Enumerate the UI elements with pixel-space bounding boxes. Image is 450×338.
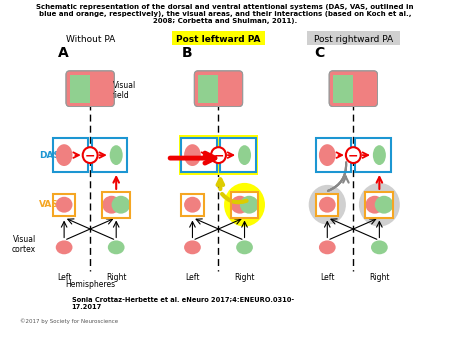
Text: Right: Right bbox=[106, 273, 126, 282]
Text: Left: Left bbox=[320, 273, 334, 282]
Text: Visual
cortex: Visual cortex bbox=[12, 235, 36, 254]
FancyBboxPatch shape bbox=[355, 138, 391, 172]
FancyBboxPatch shape bbox=[230, 192, 258, 218]
Text: Schematic representation of the dorsal and ventral attentional systems (DAS, VAS: Schematic representation of the dorsal a… bbox=[36, 4, 414, 10]
FancyBboxPatch shape bbox=[181, 138, 216, 172]
Ellipse shape bbox=[184, 144, 201, 166]
Text: −: − bbox=[348, 150, 359, 163]
Ellipse shape bbox=[112, 196, 130, 214]
Text: B: B bbox=[181, 46, 192, 60]
Text: ©2017 by Society for Neuroscience: ©2017 by Society for Neuroscience bbox=[20, 319, 118, 324]
FancyBboxPatch shape bbox=[329, 71, 378, 106]
Circle shape bbox=[83, 147, 98, 163]
FancyBboxPatch shape bbox=[194, 71, 243, 106]
FancyBboxPatch shape bbox=[70, 75, 90, 102]
Text: VAS: VAS bbox=[39, 200, 59, 209]
Text: Post leftward PA: Post leftward PA bbox=[176, 35, 261, 44]
Text: Sonia Crottaz-Herbette et al. eNeuro 2017;4:ENEURO.0310-
17.2017: Sonia Crottaz-Herbette et al. eNeuro 201… bbox=[72, 297, 294, 310]
FancyBboxPatch shape bbox=[365, 192, 393, 218]
Ellipse shape bbox=[319, 197, 336, 213]
Ellipse shape bbox=[184, 240, 201, 254]
FancyBboxPatch shape bbox=[102, 192, 130, 218]
Text: blue and orange, respectively), the visual areas, and their interactions (based : blue and orange, respectively), the visu… bbox=[39, 11, 411, 17]
Text: −: − bbox=[85, 150, 95, 163]
Ellipse shape bbox=[56, 144, 72, 166]
FancyBboxPatch shape bbox=[53, 138, 88, 172]
FancyBboxPatch shape bbox=[316, 138, 351, 172]
Ellipse shape bbox=[319, 240, 336, 254]
Circle shape bbox=[359, 183, 400, 226]
Ellipse shape bbox=[56, 240, 72, 254]
Ellipse shape bbox=[373, 145, 386, 165]
Text: Visual
field: Visual field bbox=[112, 81, 136, 100]
Ellipse shape bbox=[365, 196, 384, 214]
FancyBboxPatch shape bbox=[307, 31, 400, 45]
Circle shape bbox=[211, 147, 226, 163]
Text: DAS: DAS bbox=[39, 151, 60, 160]
Text: Hemispheres: Hemispheres bbox=[65, 280, 115, 289]
FancyBboxPatch shape bbox=[198, 75, 219, 102]
Ellipse shape bbox=[56, 197, 72, 213]
FancyBboxPatch shape bbox=[181, 194, 203, 216]
FancyBboxPatch shape bbox=[92, 138, 127, 172]
FancyBboxPatch shape bbox=[53, 194, 75, 216]
Text: Left: Left bbox=[57, 273, 72, 282]
Ellipse shape bbox=[236, 240, 253, 254]
Ellipse shape bbox=[371, 240, 388, 254]
Ellipse shape bbox=[238, 145, 251, 165]
Ellipse shape bbox=[230, 196, 249, 214]
Ellipse shape bbox=[240, 196, 258, 214]
Ellipse shape bbox=[102, 196, 121, 214]
Text: Right: Right bbox=[234, 273, 255, 282]
Text: 2008; Corbetta and Shulman, 2011).: 2008; Corbetta and Shulman, 2011). bbox=[153, 18, 297, 24]
Text: −: − bbox=[213, 150, 224, 163]
FancyBboxPatch shape bbox=[66, 71, 114, 106]
Ellipse shape bbox=[375, 196, 393, 214]
Ellipse shape bbox=[108, 240, 125, 254]
FancyBboxPatch shape bbox=[172, 31, 265, 45]
Circle shape bbox=[346, 147, 361, 163]
FancyBboxPatch shape bbox=[220, 138, 256, 172]
FancyBboxPatch shape bbox=[316, 194, 338, 216]
Ellipse shape bbox=[319, 144, 336, 166]
Ellipse shape bbox=[184, 197, 201, 213]
FancyBboxPatch shape bbox=[333, 75, 353, 102]
Circle shape bbox=[309, 185, 346, 224]
Text: Left: Left bbox=[185, 273, 200, 282]
Circle shape bbox=[224, 183, 265, 226]
Text: Right: Right bbox=[369, 273, 390, 282]
FancyBboxPatch shape bbox=[179, 135, 258, 175]
Ellipse shape bbox=[110, 145, 123, 165]
Text: A: A bbox=[58, 46, 68, 60]
Text: C: C bbox=[314, 46, 324, 60]
Text: Without PA: Without PA bbox=[66, 35, 115, 44]
Text: Post rightward PA: Post rightward PA bbox=[314, 35, 393, 44]
